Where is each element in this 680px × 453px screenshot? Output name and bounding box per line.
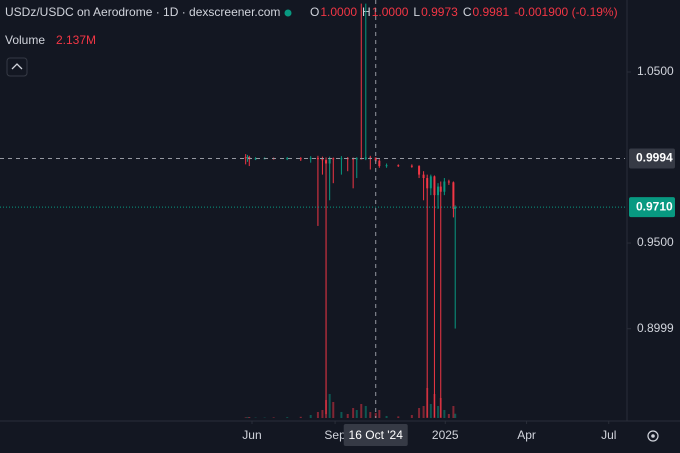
- candle-body: [321, 159, 324, 161]
- settings-icon[interactable]: [647, 430, 659, 442]
- candle-body: [426, 178, 429, 189]
- candle-body: [418, 166, 421, 175]
- volume-bar: [340, 412, 343, 418]
- candle-body: [299, 158, 302, 160]
- candle-body: [374, 157, 377, 161]
- volume-bar: [272, 417, 275, 418]
- volume-bar: [316, 412, 319, 418]
- collapse-button[interactable]: [6, 57, 28, 77]
- volume-bar: [437, 406, 440, 418]
- candle-body: [452, 182, 455, 209]
- crosshair-y-label: 0.9994: [636, 151, 673, 165]
- volume-bar: [397, 416, 400, 418]
- volume-bar: [346, 414, 349, 418]
- ohlc-key: L: [413, 5, 420, 19]
- candle-body: [422, 174, 425, 179]
- volume-bar: [418, 408, 421, 418]
- crosshair-y-tag: [629, 148, 675, 169]
- candle-body: [454, 207, 457, 209]
- volume-label: Volume: [5, 33, 45, 47]
- volume-bar: [248, 417, 251, 418]
- candle-body: [439, 186, 442, 192]
- change-value: -0.001900 (-0.19%): [514, 5, 617, 19]
- price-line-label: 0.9710: [636, 199, 673, 213]
- ohlc-key: C: [463, 5, 472, 19]
- candle-body: [328, 158, 331, 164]
- volume-bar: [352, 408, 355, 418]
- status-dot: [284, 9, 292, 17]
- x-tick-label: Sep: [324, 428, 346, 442]
- candle-body: [369, 157, 372, 159]
- ohlc-value: 1.0000: [320, 5, 357, 19]
- volume-bar: [244, 417, 247, 418]
- candle-body: [286, 158, 289, 160]
- candle-body: [429, 176, 432, 189]
- chevron-icon: [11, 63, 23, 70]
- volume-bar: [254, 417, 257, 418]
- candle-body: [397, 165, 400, 167]
- volume-bar: [364, 406, 367, 418]
- y-tick-label: 0.9500: [637, 235, 674, 249]
- candle-body: [254, 158, 257, 160]
- volume-bar: [360, 404, 363, 418]
- plot: [244, 3, 457, 418]
- ohlc-key: H: [362, 5, 371, 19]
- candle-body: [332, 158, 335, 160]
- settings-icon-dot: [651, 434, 655, 438]
- y-tick-label: 1.0500: [637, 64, 674, 78]
- volume-bar: [422, 406, 425, 418]
- candle-body: [325, 160, 328, 164]
- x-tick-label: Jun: [242, 428, 261, 442]
- volume-bar: [454, 413, 457, 418]
- volume-bar: [332, 402, 335, 418]
- candle-body: [378, 160, 381, 167]
- candle-body: [385, 165, 388, 167]
- ohlc-key: O: [310, 5, 319, 19]
- x-tick-label: 2025: [432, 428, 459, 442]
- volume-bar: [369, 412, 372, 418]
- volume-bar: [286, 417, 289, 418]
- candle-body: [244, 157, 247, 159]
- ohlc-value: 1.0000: [372, 5, 409, 19]
- volume-value: 2.137M: [56, 33, 96, 47]
- price-line-tag: [629, 197, 675, 218]
- volume-bar: [309, 415, 312, 418]
- ohlc-value: 0.9973: [421, 5, 458, 19]
- crosshair-x-label: 16 Oct '24: [349, 428, 404, 442]
- volume-bar: [443, 410, 446, 418]
- volume-bar: [321, 410, 324, 418]
- candle-body: [309, 157, 312, 159]
- volume-bar: [328, 394, 331, 418]
- candle-body: [410, 165, 413, 167]
- candle-body: [340, 158, 343, 160]
- volume-bar: [374, 413, 377, 418]
- candle-body: [316, 157, 319, 160]
- volume-bar: [452, 406, 455, 418]
- volume-bar: [378, 410, 381, 418]
- volume-bar: [410, 415, 413, 418]
- volume-bar: [385, 416, 388, 418]
- ohlc-value: 0.9981: [472, 5, 509, 19]
- volume-bar: [429, 404, 432, 418]
- candle-body: [246, 157, 249, 159]
- candle-body: [443, 181, 446, 192]
- chart-title: USDz/USDC on Aerodrome · 1D · dexscreene…: [5, 5, 280, 19]
- y-tick-label: 0.8999: [637, 321, 674, 335]
- x-tick-label: Apr: [517, 428, 536, 442]
- volume-bar: [447, 414, 450, 418]
- candle-body: [433, 176, 436, 196]
- volume-bar: [299, 416, 302, 418]
- volume-bar: [355, 410, 358, 418]
- x-tick-label: Jul: [601, 428, 616, 442]
- candle-body: [447, 181, 450, 183]
- candle-body: [355, 158, 358, 160]
- crosshair-x-tag: [343, 424, 408, 446]
- volume-bar: [263, 417, 266, 418]
- candle-body: [437, 186, 440, 196]
- candle-body: [364, 157, 367, 159]
- volume-bar: [246, 417, 249, 418]
